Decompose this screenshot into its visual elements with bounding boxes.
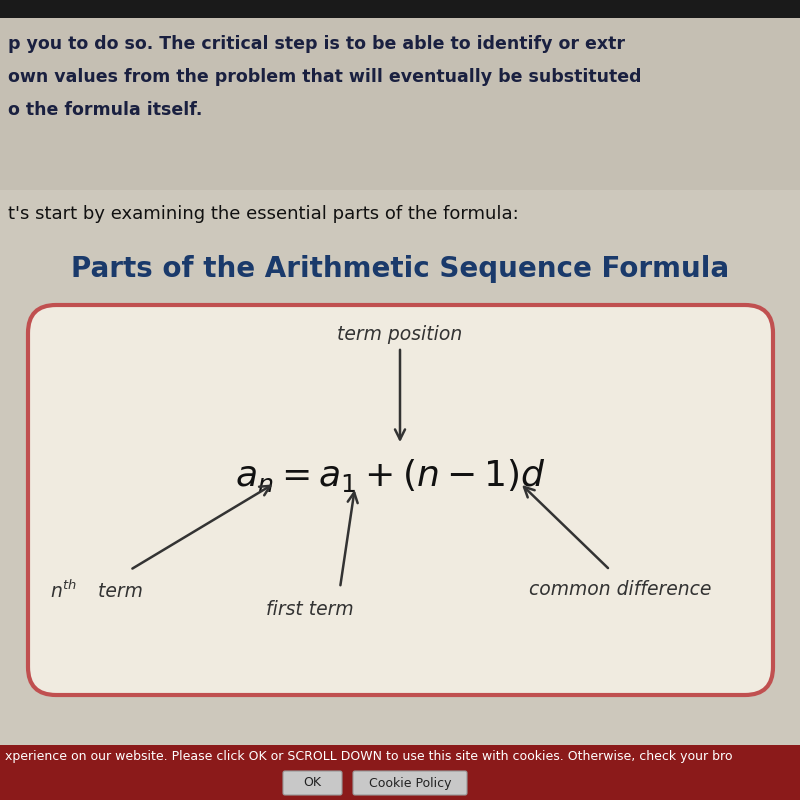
- Text: Parts of the Arithmetic Sequence Formula: Parts of the Arithmetic Sequence Formula: [71, 255, 729, 283]
- Text: t's start by examining the essential parts of the formula:: t's start by examining the essential par…: [8, 205, 518, 223]
- Text: xperience on our website. Please click OK or SCROLL DOWN to use this site with c: xperience on our website. Please click O…: [5, 750, 733, 763]
- Text: common difference: common difference: [529, 580, 711, 599]
- Text: $n^{th}$: $n^{th}$: [50, 580, 78, 602]
- Text: $a_n = a_1 + (n-1)d$: $a_n = a_1 + (n-1)d$: [234, 457, 546, 494]
- FancyBboxPatch shape: [28, 305, 773, 695]
- Text: term: term: [92, 582, 143, 601]
- Text: term position: term position: [338, 325, 462, 344]
- FancyBboxPatch shape: [283, 771, 342, 795]
- Text: Cookie Policy: Cookie Policy: [369, 777, 451, 790]
- Text: o the formula itself.: o the formula itself.: [8, 101, 202, 119]
- Text: first term: first term: [266, 600, 354, 619]
- Text: p you to do so. The critical step is to be able to identify or extr: p you to do so. The critical step is to …: [8, 35, 625, 53]
- Bar: [0, 0, 800, 18]
- Bar: [0, 0, 800, 190]
- Bar: [0, 745, 800, 800]
- FancyBboxPatch shape: [353, 771, 467, 795]
- Text: own values from the problem that will eventually be substituted: own values from the problem that will ev…: [8, 68, 642, 86]
- Text: OK: OK: [303, 777, 321, 790]
